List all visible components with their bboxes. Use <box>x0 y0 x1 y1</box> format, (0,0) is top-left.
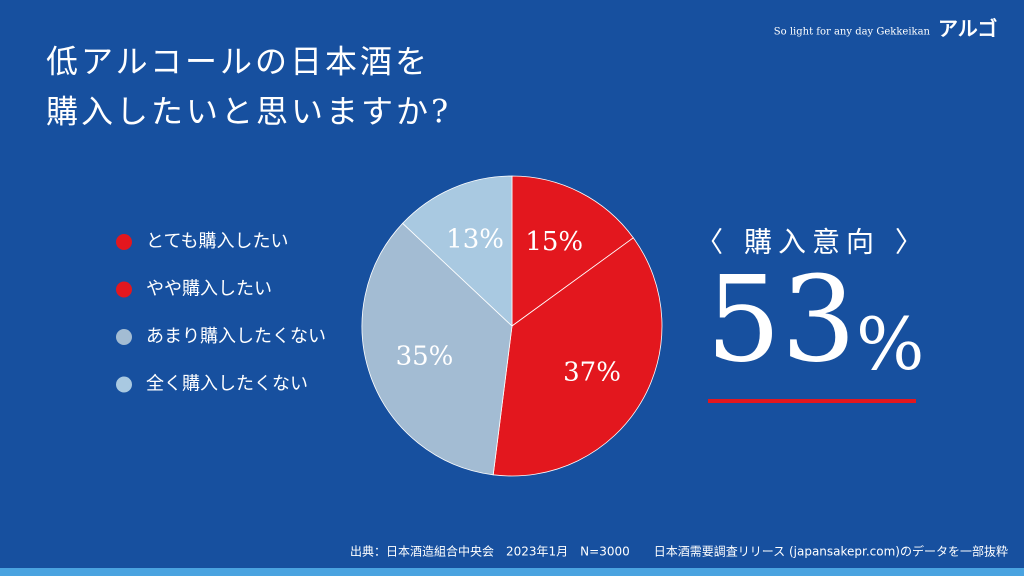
slice-label: 35% <box>396 342 454 372</box>
callout-title: 〈 購入意向 〉 <box>695 226 929 259</box>
legend-swatch <box>116 234 132 250</box>
title-line: 低アルコールの日本酒を <box>46 43 430 81</box>
slice-label: 37% <box>563 357 621 387</box>
callout-value: 53 <box>706 251 856 389</box>
title-line: 購入したいと思いますか? <box>46 93 451 131</box>
bottom-stripe <box>0 568 1024 576</box>
callout-unit: % <box>856 302 924 386</box>
callout-underline <box>708 399 916 403</box>
legend-swatch <box>116 281 132 298</box>
pie-slice <box>492 237 663 477</box>
legend-swatch <box>116 329 132 345</box>
slice-label: 13% <box>446 225 504 255</box>
legend-label: あまり購入したくない <box>146 326 326 347</box>
legend-swatch <box>116 376 132 393</box>
footnote: 出典：日本酒造組合中央会 2023年1月 N=3000 日本酒需要調査リリース … <box>350 544 1008 559</box>
pie-slice <box>511 175 634 327</box>
slice-label: 15% <box>525 227 583 257</box>
pie-slice <box>402 175 513 327</box>
legend-label: とても購入したい <box>146 231 289 252</box>
legend-label: 全く購入したくない <box>146 374 308 395</box>
brand-tagline: So light for any day Gekkeikan <box>774 27 931 38</box>
pie-slice <box>361 222 513 476</box>
legend-label: やや購入したい <box>146 279 272 300</box>
brand-name: アルゴ <box>938 17 997 41</box>
